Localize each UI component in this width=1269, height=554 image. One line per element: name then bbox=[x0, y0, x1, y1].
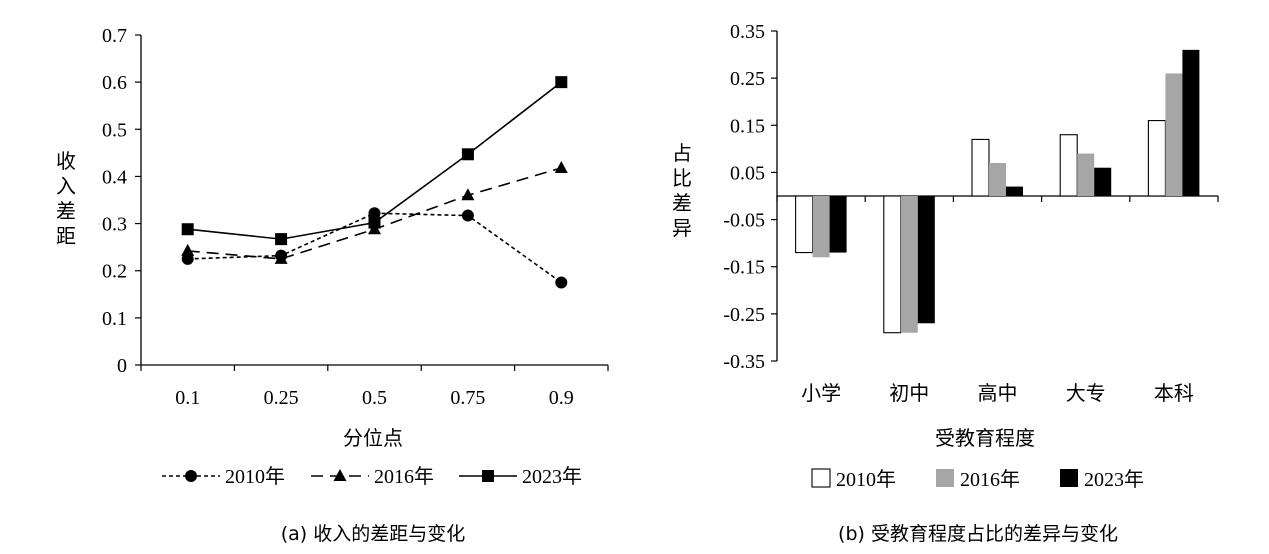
data-point bbox=[461, 209, 474, 222]
chart-a-legend: 2010年 2016年 2023年 bbox=[162, 465, 582, 488]
chart-a-caption: (a) 收入的差距与变化 bbox=[281, 523, 466, 545]
bar bbox=[971, 138, 990, 197]
data-point bbox=[181, 223, 194, 236]
bar bbox=[1165, 73, 1183, 196]
y-tick-label: 0.35 bbox=[730, 21, 765, 43]
bar bbox=[1006, 186, 1023, 196]
data-point bbox=[461, 188, 475, 201]
bar bbox=[883, 195, 902, 334]
bar bbox=[900, 196, 918, 333]
y-tick-label: 0.15 bbox=[730, 115, 765, 137]
bar bbox=[989, 163, 1006, 196]
y-label-char: 差 bbox=[56, 199, 76, 223]
x-tick-label: 0.25 bbox=[264, 387, 299, 409]
bar bbox=[917, 196, 935, 324]
bar bbox=[1077, 153, 1095, 196]
chart-b-x-ticks: 小学 初中 高中 大专 本科 bbox=[776, 196, 1219, 405]
chart-b-y-ticks: 0.35 0.25 0.15 0.05 -0.05 -0.15 -0.25 -0.35 bbox=[723, 21, 777, 373]
y-tick-label: 0.5 bbox=[102, 119, 127, 141]
chart-a-x-ticks: 0.1 0.25 0.5 0.75 0.9 bbox=[140, 365, 609, 409]
chart-b-caption: (b) 受教育程度占比的差异与变化 bbox=[838, 523, 1118, 545]
x-tick-label: 0.9 bbox=[549, 387, 574, 409]
chart-a-x-axis-label: 分位点 bbox=[343, 426, 403, 450]
data-point bbox=[274, 251, 288, 264]
x-tick-label: 小学 bbox=[801, 381, 841, 405]
bar bbox=[1059, 134, 1078, 197]
y-tick-label: 0.25 bbox=[730, 68, 765, 90]
x-tick-label: 高中 bbox=[978, 381, 1018, 405]
chart-b-legend: 2010年 2016年 2023年 bbox=[811, 468, 1144, 491]
y-tick-label: 0.2 bbox=[102, 261, 127, 283]
y-tick-label: -0.35 bbox=[723, 351, 765, 373]
data-point bbox=[555, 276, 568, 289]
y-tick-label: 0.3 bbox=[102, 214, 127, 236]
legend-swatch bbox=[1060, 469, 1078, 487]
data-point bbox=[181, 252, 194, 265]
y-tick-label: 0.6 bbox=[102, 72, 127, 94]
y-tick-label: 0.7 bbox=[102, 25, 127, 47]
data-point bbox=[181, 243, 195, 256]
bar bbox=[1147, 120, 1166, 197]
x-tick-label: 大专 bbox=[1066, 381, 1106, 405]
legend-label: 2010年 bbox=[225, 465, 285, 488]
y-label-char: 差 bbox=[672, 191, 692, 215]
bar bbox=[795, 195, 814, 254]
data-point bbox=[368, 207, 381, 220]
x-tick-label: 0.5 bbox=[362, 387, 387, 409]
bar bbox=[829, 196, 847, 253]
education-share-bar-chart: 0.35 0.25 0.15 0.05 -0.05 -0.15 -0.25 -0.35 小学 初… bbox=[672, 21, 1219, 545]
chart-a-series bbox=[181, 76, 568, 289]
y-tick-label: 0.05 bbox=[730, 162, 765, 184]
y-label-char: 占 bbox=[672, 141, 692, 165]
y-tick-label: -0.05 bbox=[723, 210, 765, 232]
bar bbox=[812, 196, 830, 258]
legend-label: 2016年 bbox=[960, 468, 1020, 491]
chart-a-axes bbox=[140, 35, 608, 366]
x-tick-label: 本科 bbox=[1154, 381, 1194, 405]
chart-b-bars bbox=[795, 49, 1200, 334]
chart-b-x-axis-label: 受教育程度 bbox=[935, 426, 1035, 450]
legend-label: 2010年 bbox=[836, 468, 896, 491]
y-tick-label: -0.15 bbox=[723, 257, 765, 279]
y-tick-label: 0 bbox=[117, 355, 127, 377]
data-point bbox=[368, 216, 381, 229]
bar bbox=[1094, 167, 1112, 196]
legend-marker bbox=[333, 469, 347, 481]
legend-label: 2023年 bbox=[1084, 468, 1144, 491]
income-gap-line-chart: 0 0.1 0.2 0.3 0.4 0.5 0.6 0.7 0.1 0.25 0.5 0.75 0.9… bbox=[56, 25, 609, 545]
legend-label: 2023年 bbox=[522, 465, 582, 488]
legend-marker bbox=[482, 470, 494, 482]
x-tick-label: 0.75 bbox=[450, 387, 485, 409]
y-tick-label: -0.25 bbox=[723, 304, 765, 326]
y-label-char: 异 bbox=[672, 216, 692, 240]
legend-label: 2016年 bbox=[374, 465, 434, 488]
y-label-char: 收 bbox=[56, 149, 76, 173]
x-tick-label: 初中 bbox=[889, 381, 929, 405]
chart-b-y-axis-label: 占比差异 bbox=[672, 141, 692, 240]
chart-a-y-axis-label: 收入差距 bbox=[56, 149, 76, 248]
chart-a-y-ticks: 0 0.1 0.2 0.3 0.4 0.5 0.6 0.7 bbox=[102, 25, 141, 377]
data-point bbox=[554, 160, 568, 173]
data-point bbox=[275, 233, 288, 246]
data-point bbox=[555, 76, 568, 89]
y-tick-label: 0.1 bbox=[102, 308, 127, 330]
legend-swatch bbox=[811, 468, 831, 488]
y-label-char: 入 bbox=[56, 174, 76, 198]
legend-swatch bbox=[936, 469, 954, 487]
y-label-char: 距 bbox=[56, 224, 76, 248]
y-label-char: 比 bbox=[672, 166, 692, 190]
data-point bbox=[461, 148, 474, 161]
y-tick-label: 0.4 bbox=[102, 166, 127, 188]
bar bbox=[1182, 49, 1200, 196]
x-tick-label: 0.1 bbox=[175, 387, 200, 409]
legend-marker bbox=[185, 470, 197, 482]
